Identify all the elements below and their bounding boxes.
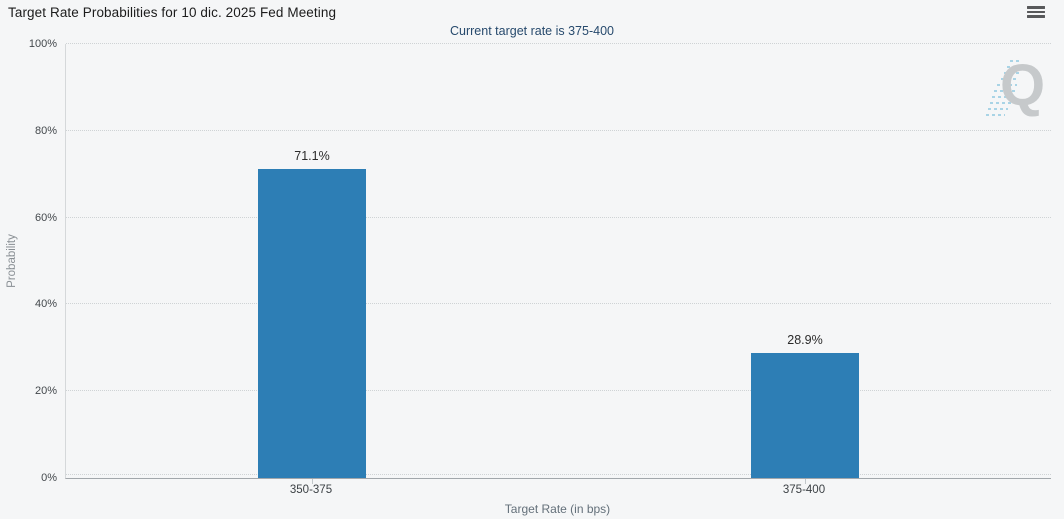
chart-title: Target Rate Probabilities for 10 dic. 20… — [8, 5, 337, 20]
menu-bar — [1027, 15, 1045, 18]
x-axis-title: Target Rate (in bps) — [504, 502, 611, 516]
x-axis-tick — [312, 479, 313, 484]
gridline — [66, 390, 1051, 391]
y-tick-label: 20% — [34, 385, 57, 397]
y-axis-labels: 0% 20% 40% 60% 80% 100% — [0, 38, 65, 484]
y-tick-label: 80% — [34, 125, 57, 137]
bar-375-400[interactable] — [751, 353, 859, 478]
gridline — [66, 217, 1051, 218]
plot-area: 71.1% 28.9% — [65, 43, 1051, 484]
x-axis-tick — [805, 479, 806, 484]
bar-value-label: 71.1% — [294, 149, 330, 163]
y-tick-label: 40% — [34, 298, 57, 310]
chart-subtitle: Current target rate is 375-400 — [450, 24, 614, 38]
gridline — [66, 474, 1051, 475]
hamburger-menu-icon[interactable] — [1027, 6, 1045, 19]
gridline — [66, 43, 1051, 44]
bar-350-375[interactable] — [258, 169, 366, 478]
bar-value-label: 28.9% — [787, 333, 823, 347]
x-axis-labels: 350-375 375-400 — [65, 484, 1050, 498]
y-tick-label: 60% — [34, 212, 57, 224]
x-tick-label: 350-375 — [289, 484, 333, 496]
gridline — [66, 303, 1051, 304]
y-tick-label: 0% — [41, 472, 57, 484]
menu-bar — [1027, 6, 1045, 9]
menu-bar — [1027, 10, 1045, 13]
y-tick-label: 100% — [28, 38, 57, 50]
gridline — [66, 130, 1051, 131]
x-tick-label: 375-400 — [782, 484, 826, 496]
